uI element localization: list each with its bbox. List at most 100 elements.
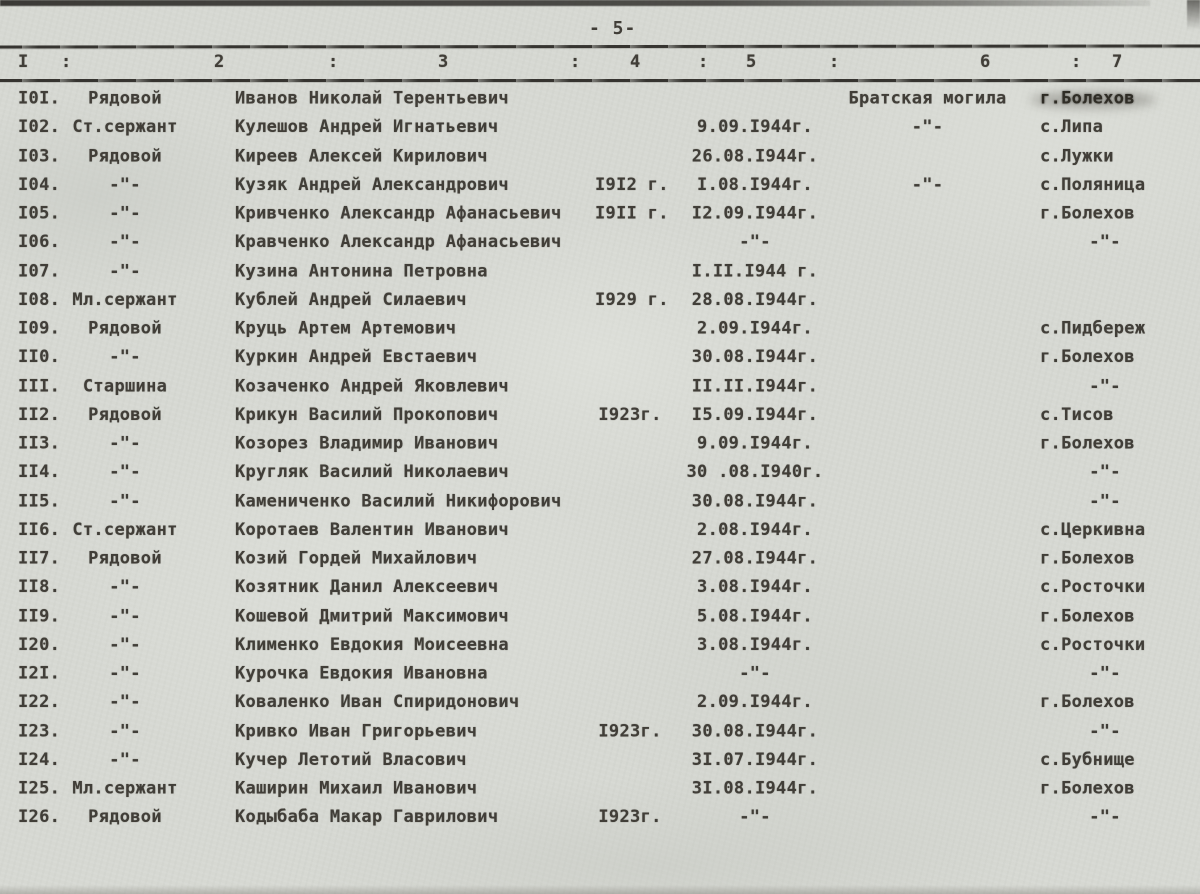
column-header-4: 4	[630, 52, 641, 72]
cell-place: г.Болехов	[1040, 433, 1135, 454]
table-row: II6. Ст.сержант Коротаев Валентин Иванович…	[0, 515, 1200, 544]
cell-rank: -"-	[109, 749, 141, 770]
cell-place: с.Поляница	[1040, 174, 1146, 195]
cell-birth-year: I923г.	[598, 807, 662, 828]
cell-grave-type: -"-	[911, 117, 944, 138]
table-row: I24. -"- Кучер Летотий Власович 3I.07.I944г…	[0, 745, 1200, 774]
cell-place: -"-	[1089, 491, 1121, 512]
cell-birth-year: I923г.	[598, 404, 662, 425]
cell-rank: Мл.сержант	[72, 289, 178, 310]
table-row: II4. -"- Кругляк Василий Николаевич 30 .08.…	[0, 458, 1200, 487]
column-header-2: 2	[214, 52, 225, 72]
column-separator: :	[1071, 52, 1082, 72]
cell-rank: -"-	[109, 203, 141, 224]
cell-number: I05.	[18, 203, 61, 224]
cell-number: I26.	[18, 807, 61, 828]
cell-name: Кодыбаба Макар Гаврилович	[235, 807, 499, 828]
table-row: I23. -"- Кривко Иван Григорьевич I923г. 30.0…	[0, 717, 1200, 746]
cell-grave-type: -"-	[911, 174, 944, 195]
cell-name: Камениченко Василий Никифорович	[235, 491, 562, 512]
cell-death-date: 3I.07.I944г.	[691, 749, 819, 770]
cell-name: Коваленко Иван Спиридонович	[235, 692, 520, 713]
column-header-3: 3	[438, 52, 449, 72]
table-row: II9. -"- Кошевой Дмитрий Максимович 5.08.I9…	[0, 602, 1200, 631]
cell-rank: Рядовой	[88, 318, 162, 339]
cell-place: г.Болехов	[1010, 89, 1200, 109]
scan-edge-top	[0, 0, 1150, 6]
scan-edge-top-right	[1187, 0, 1200, 30]
cell-name: Козятник Данил Алексеевич	[235, 577, 499, 598]
column-separator: :	[328, 52, 339, 72]
cell-death-date: 30.08.I944г.	[691, 347, 819, 368]
cell-death-date: 3I.08.I944г.	[691, 778, 819, 799]
column-header-1: I	[18, 52, 29, 72]
cell-death-date: 2.09.I944г.	[697, 692, 813, 713]
cell-place: с.Бубнище	[1040, 749, 1135, 770]
cell-name: Каширин Михаил Иванович	[235, 778, 478, 799]
cell-place: г.Болехов	[1040, 778, 1135, 799]
cell-name: Кузяк Андрей Александрович	[235, 174, 509, 195]
scan-edge-bottom	[0, 885, 1200, 894]
cell-death-date: 27.08.I944г.	[691, 548, 819, 569]
cell-number: III.	[18, 376, 61, 397]
cell-rank: Ст.сержант	[72, 117, 178, 138]
cell-death-date: I5.09.I944г.	[691, 404, 819, 425]
cell-name: Круць Артем Артемович	[235, 318, 457, 339]
cell-name: Клименко Евдокия Моисеевна	[235, 634, 509, 655]
column-separator: :	[829, 52, 840, 72]
cell-number: I2I.	[18, 663, 61, 684]
cell-birth-year: I9I2 г.	[595, 174, 669, 195]
cell-place: г.Болехов	[1040, 203, 1135, 224]
cell-number: I24.	[18, 749, 61, 770]
cell-name: Кублей Андрей Силаевич	[235, 289, 467, 310]
cell-number: I23.	[18, 721, 61, 742]
cell-name: Коротаев Валентин Иванович	[235, 519, 509, 540]
cell-place: -"-	[1089, 376, 1121, 397]
table-row: I05. -"- Кривченко Александр Афанасьевич I9…	[0, 199, 1200, 228]
cell-place: г.Болехов	[1040, 606, 1135, 627]
cell-number: II6.	[18, 519, 61, 540]
cell-death-date: I2.09.I944г.	[691, 203, 819, 224]
cell-name: Кулешов Андрей Игнатьевич	[235, 117, 499, 138]
cell-name: Крикун Василий Прокопович	[235, 404, 499, 425]
table-row: I25. Мл.сержант Каширин Михаил Иванович 3I.…	[0, 774, 1200, 803]
cell-place: -"-	[1089, 807, 1121, 828]
cell-number: II5.	[18, 491, 61, 512]
cell-name: Киреев Алексей Кирилович	[235, 146, 488, 167]
column-separator: :	[698, 52, 709, 72]
cell-death-date: 28.08.I944г.	[691, 289, 819, 310]
cell-rank: Рядовой	[88, 807, 162, 828]
cell-number: I02.	[18, 117, 61, 138]
cell-rank: Рядовой	[88, 548, 162, 569]
cell-number: II3.	[18, 433, 61, 454]
cell-place: -"-	[1089, 232, 1121, 253]
cell-place: -"-	[1089, 462, 1121, 483]
table-row: I22. -"- Коваленко Иван Спиридонович 2.09.I…	[0, 688, 1200, 717]
cell-name: Кравченко Александр Афанасьевич	[235, 232, 562, 253]
cell-death-date: 2.09.I944г.	[697, 318, 813, 339]
roster-table-body: I0I. Рядовой Иванов Николай Терентьевич Бра…	[0, 84, 1200, 832]
table-row: I07. -"- Кузина Антонина Петровна I.II.I944…	[0, 257, 1200, 286]
cell-death-date: 9.09.I944г.	[697, 433, 813, 454]
cell-rank: -"-	[109, 232, 141, 253]
cell-rank: -"-	[109, 261, 141, 282]
cell-number: II9.	[18, 606, 61, 627]
cell-number: II0.	[18, 347, 61, 368]
cell-place: г.Болехов	[1040, 548, 1135, 569]
cell-number: I0I.	[18, 88, 61, 109]
table-row: II8. -"- Козятник Данил Алексеевич 3.08.I94…	[0, 573, 1200, 602]
cell-rank: -"-	[109, 347, 141, 368]
cell-place: г.Болехов	[1040, 347, 1135, 368]
column-header-7: 7	[1112, 52, 1123, 72]
cell-name: Курочка Евдокия Ивановна	[235, 663, 488, 684]
cell-name: Кривко Иван Григорьевич	[235, 721, 478, 742]
cell-place: с.Липа	[1040, 117, 1104, 138]
cell-number: II2.	[18, 404, 61, 425]
cell-place: с.Церкивна	[1040, 519, 1146, 540]
cell-place: г.Болехов	[1040, 692, 1135, 713]
cell-death-date: -"-	[739, 232, 771, 253]
cell-name: Козорез Владимир Иванович	[235, 433, 499, 454]
cell-number: I07.	[18, 261, 61, 282]
cell-rank: -"-	[109, 433, 141, 454]
